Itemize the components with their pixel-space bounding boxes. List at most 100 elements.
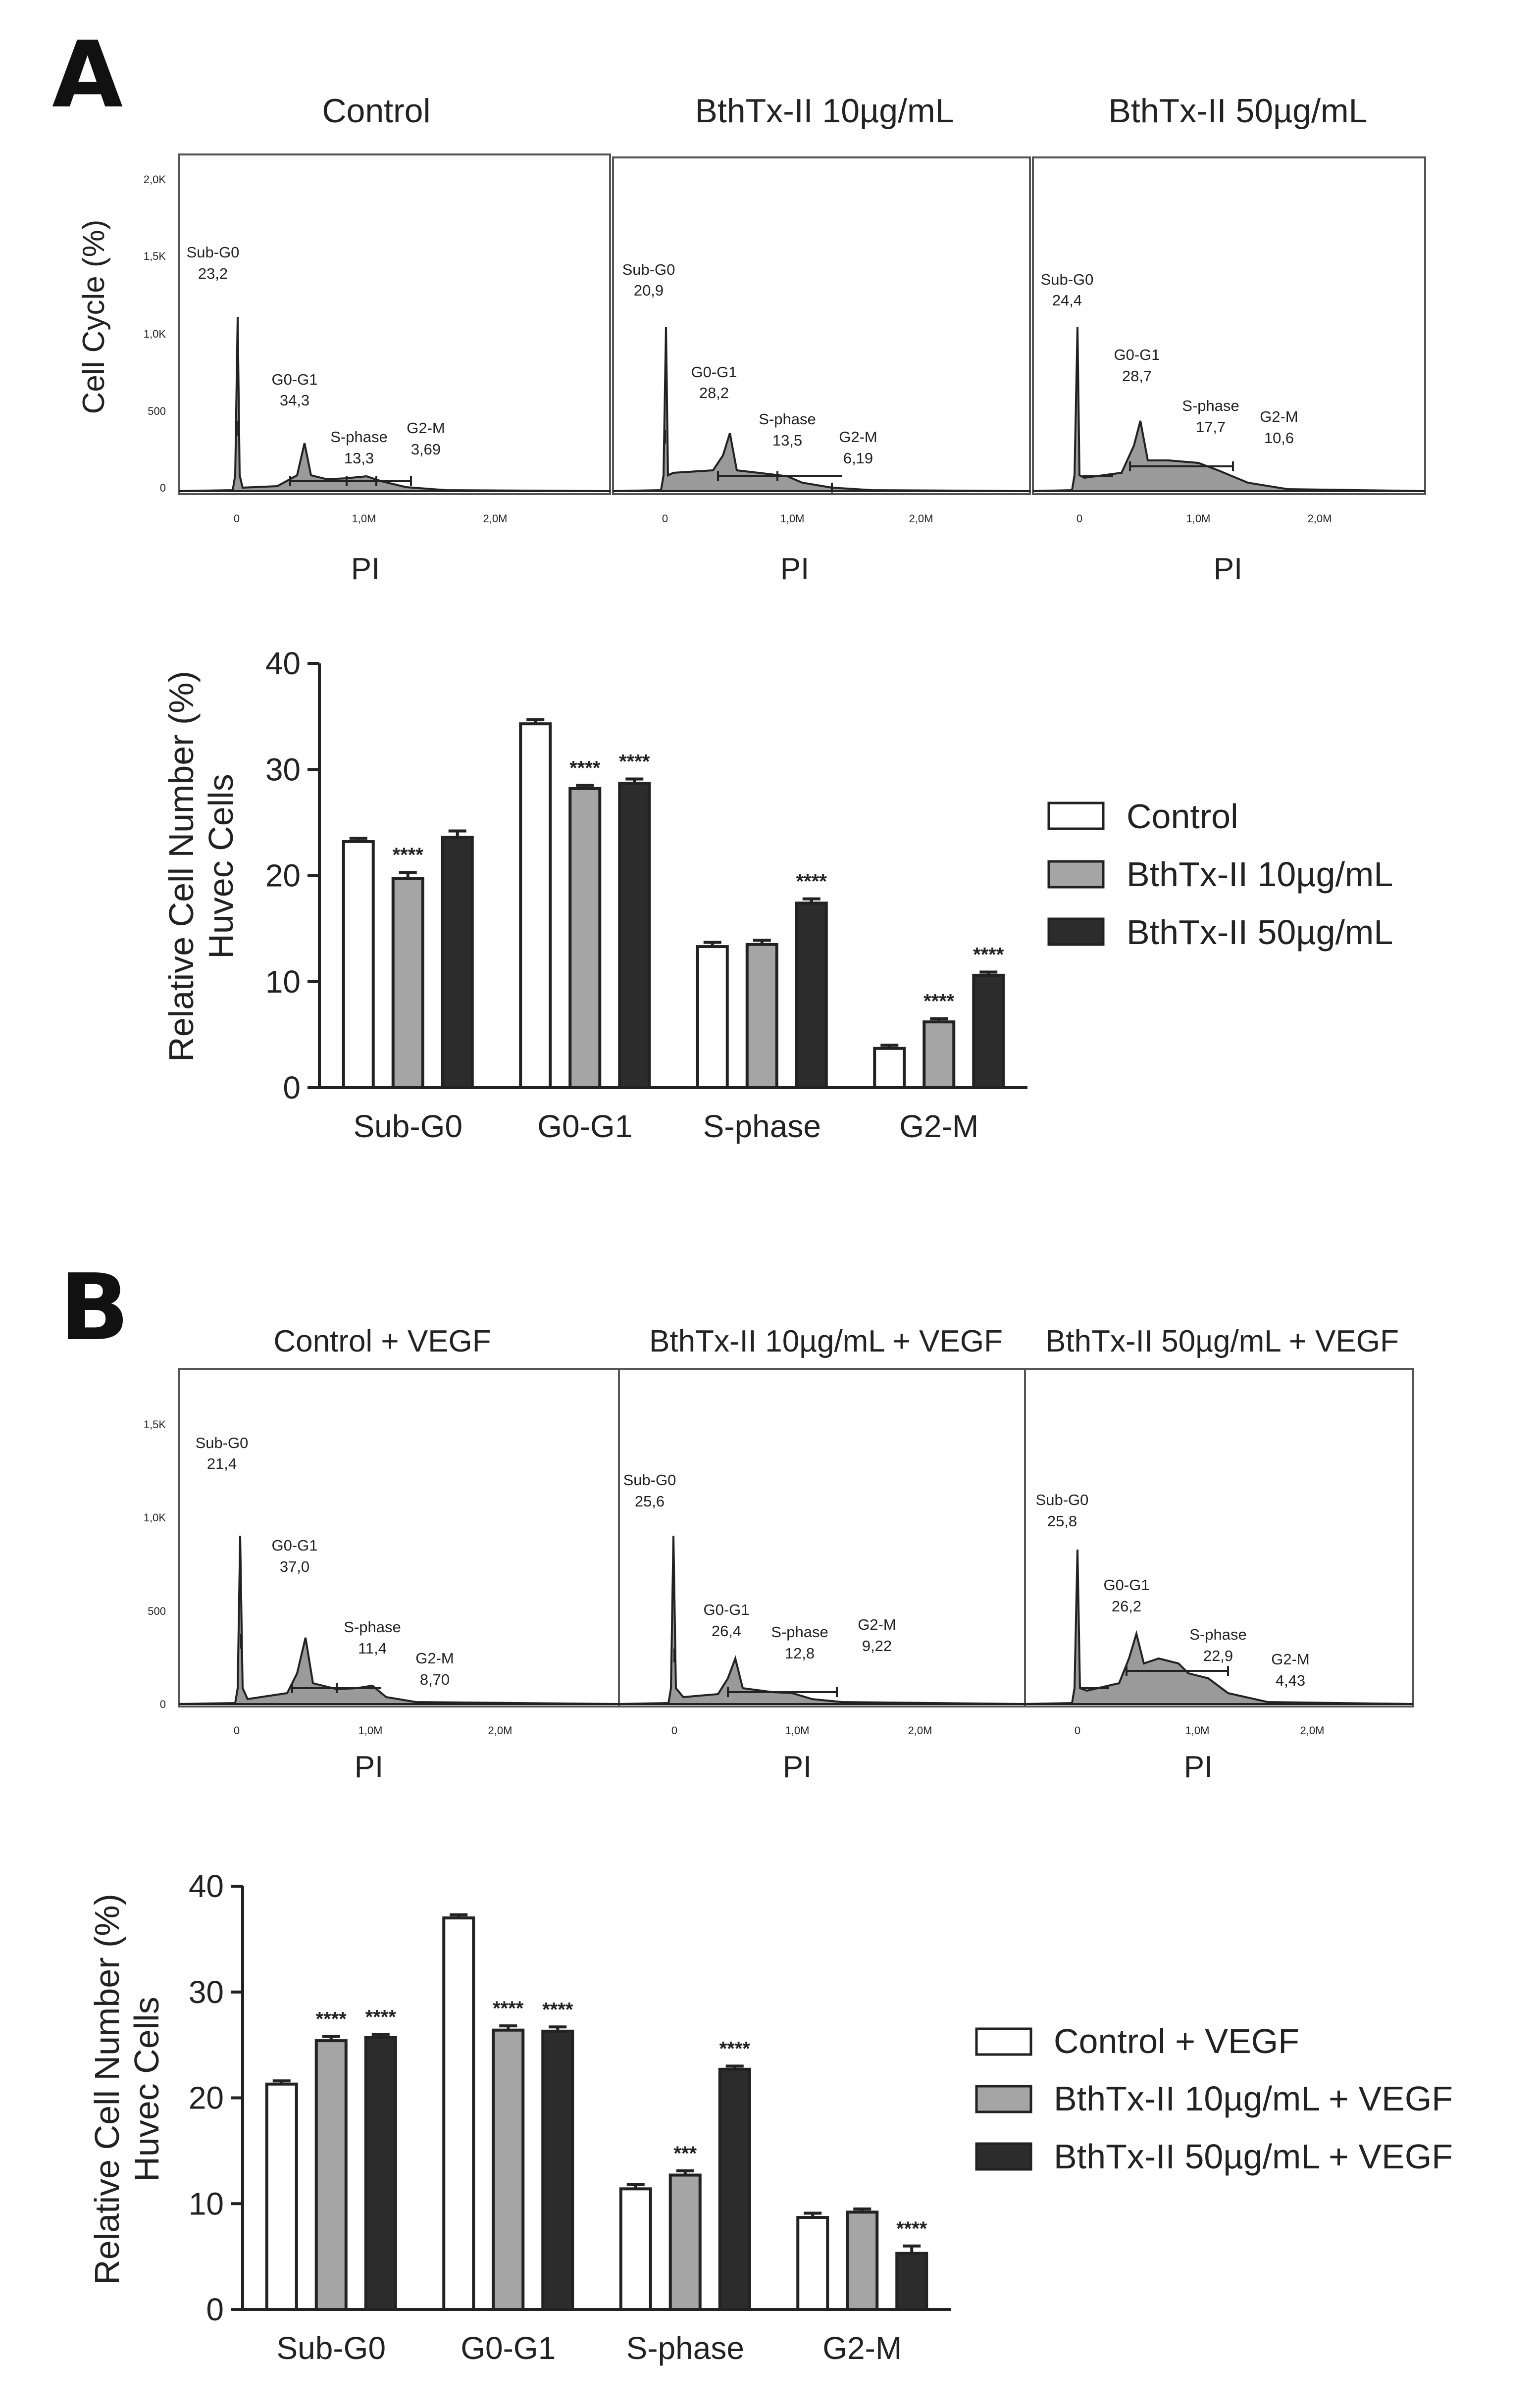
flow-a-ytick: 0 bbox=[160, 482, 166, 494]
legend-b: Control + VEGF BthTx-II 10µg/mL + VEGF B… bbox=[975, 2022, 1453, 2176]
legend-swatch-50 bbox=[1047, 917, 1105, 946]
gate-label: Sub-G0 bbox=[187, 244, 240, 261]
legend-swatch-50 bbox=[975, 2142, 1032, 2171]
bar bbox=[795, 902, 828, 1089]
gate-value: 28,2 bbox=[699, 384, 729, 401]
gate-value: 37,0 bbox=[280, 1558, 309, 1575]
flow-b-xtick: 1,0M bbox=[359, 1724, 383, 1737]
category-label: G2-M bbox=[822, 2330, 902, 2366]
flow-b-xtick: 1,0M bbox=[785, 1724, 810, 1737]
bar bbox=[342, 840, 375, 1089]
flow-a-ytick: 2,0K bbox=[144, 173, 166, 186]
y-tick-label: 0 bbox=[206, 2292, 224, 2327]
flow-b-xtick: 1,0M bbox=[1185, 1724, 1210, 1737]
histogram-area bbox=[618, 1535, 1025, 1705]
bar bbox=[541, 2029, 574, 2311]
legend-swatch-control bbox=[1047, 802, 1105, 830]
gate-value: 12,8 bbox=[785, 1645, 815, 1662]
flow-b-xtick: 0 bbox=[671, 1724, 677, 1737]
bar-chart-a: Relative Cell Number (%) Huvec Cells 0 10… bbox=[162, 646, 1027, 1144]
gate-label: Sub-G0 bbox=[196, 1434, 249, 1452]
y-tick-label: 0 bbox=[283, 1070, 301, 1105]
gate-value: 21,4 bbox=[207, 1455, 237, 1472]
histogram-area bbox=[179, 316, 611, 492]
bar-b-ylabel-2: Huvec Cells bbox=[127, 1997, 166, 2181]
gate-label: G2-M bbox=[1260, 408, 1298, 425]
flow-a-xtick: 2,0M bbox=[483, 512, 508, 525]
gate-value: 26,4 bbox=[712, 1622, 741, 1640]
bar bbox=[895, 2252, 928, 2311]
y-tick-label: 10 bbox=[265, 964, 301, 1000]
histogram-area bbox=[613, 326, 1030, 492]
flow-b-xtick: 2,0M bbox=[488, 1724, 512, 1737]
flow-b-title-50: BthTx-II 50µg/mL + VEGF bbox=[1045, 1324, 1399, 1358]
panel-b-letter: B bbox=[59, 1254, 129, 1361]
y-tick-label: 40 bbox=[265, 646, 301, 681]
bar-chart-b: Relative Cell Number (%) Huvec Cells 0 10… bbox=[88, 1868, 951, 2366]
flow-b-ytick: 1,0K bbox=[144, 1511, 166, 1524]
gate-value: 25,8 bbox=[1047, 1512, 1077, 1530]
histogram-area bbox=[179, 1535, 619, 1705]
flow-b-gate-labels: Sub-G0 21,4 G0-G1 37,0 S-phase 11,4 G2-M… bbox=[196, 1434, 1310, 1689]
gate-value: 23,2 bbox=[198, 265, 228, 282]
gate-label: G0-G1 bbox=[271, 371, 317, 388]
gate-value: 28,7 bbox=[1122, 367, 1152, 385]
flow-a-ytick: 1,5K bbox=[144, 250, 166, 262]
flow-b-ytick: 1,5K bbox=[144, 1418, 166, 1431]
bar bbox=[668, 2173, 702, 2311]
legend-label: Control + VEGF bbox=[1054, 2022, 1299, 2060]
bar bbox=[442, 1916, 475, 2311]
bar bbox=[796, 2216, 829, 2311]
gate-lines bbox=[664, 430, 842, 493]
legend-label: BthTx-II 50µg/mL bbox=[1127, 913, 1393, 952]
histogram-area bbox=[1032, 326, 1426, 492]
significance-label: **** bbox=[493, 1998, 524, 2019]
legend-label: BthTx-II 10µg/mL bbox=[1127, 855, 1393, 894]
flow-a-title-10: BthTx-II 10µg/mL bbox=[695, 92, 954, 130]
flow-b-xlabel: PI bbox=[1184, 1750, 1213, 1784]
flow-b-xtick: 2,0M bbox=[908, 1724, 932, 1737]
legend-swatch-10 bbox=[975, 2085, 1032, 2113]
bar bbox=[696, 945, 729, 1089]
flow-a-xtick: 1,0M bbox=[352, 512, 376, 525]
bar bbox=[922, 1020, 956, 1090]
flow-b-xlabel: PI bbox=[355, 1750, 384, 1784]
flow-b-box-10 bbox=[618, 1368, 1026, 1707]
flow-b-hist-50 bbox=[1025, 1549, 1414, 1705]
gate-label: Sub-G0 bbox=[622, 261, 675, 278]
bar bbox=[618, 782, 651, 1090]
flow-b-box-control bbox=[178, 1368, 620, 1707]
significance-label: **** bbox=[896, 2218, 927, 2240]
flow-a-hist-control bbox=[179, 316, 611, 492]
flow-b-yticks: 1,5K 1,0K 500 0 bbox=[144, 1418, 166, 1710]
gate-value: 11,4 bbox=[358, 1640, 387, 1657]
bar bbox=[364, 2036, 397, 2311]
flow-a-ylabel: Cell Cycle (%) bbox=[77, 220, 111, 414]
flow-a-xtick: 0 bbox=[662, 512, 668, 525]
gate-value: 26,2 bbox=[1112, 1598, 1141, 1615]
gate-label: G0-G1 bbox=[703, 1601, 749, 1618]
gate-label: S-phase bbox=[344, 1618, 401, 1636]
category-label: G2-M bbox=[899, 1108, 978, 1144]
flow-a-xtick: 1,0M bbox=[1186, 512, 1211, 525]
legend-swatch-control bbox=[975, 2027, 1032, 2056]
significance-label: **** bbox=[619, 751, 650, 773]
y-tick-label: 30 bbox=[265, 752, 301, 787]
gate-value: 24,4 bbox=[1052, 292, 1082, 309]
bar bbox=[314, 2039, 348, 2311]
category-label: S-phase bbox=[703, 1108, 821, 1144]
flow-a-xtick: 0 bbox=[234, 512, 240, 525]
significance-label: **** bbox=[393, 844, 424, 866]
flow-a-hist-10 bbox=[613, 326, 1030, 493]
gate-value: 13,5 bbox=[772, 432, 802, 449]
gate-lines bbox=[673, 1649, 838, 1697]
bar-b-ylabel: Relative Cell Number (%) bbox=[88, 1894, 126, 2285]
bar bbox=[265, 2082, 298, 2311]
gate-label: S-phase bbox=[1182, 397, 1239, 414]
gate-lines bbox=[1082, 461, 1234, 477]
bar bbox=[568, 787, 602, 1089]
flow-a-box-50 bbox=[1032, 156, 1426, 495]
gate-label: G2-M bbox=[415, 1650, 454, 1667]
significance-label: **** bbox=[316, 2008, 347, 2030]
